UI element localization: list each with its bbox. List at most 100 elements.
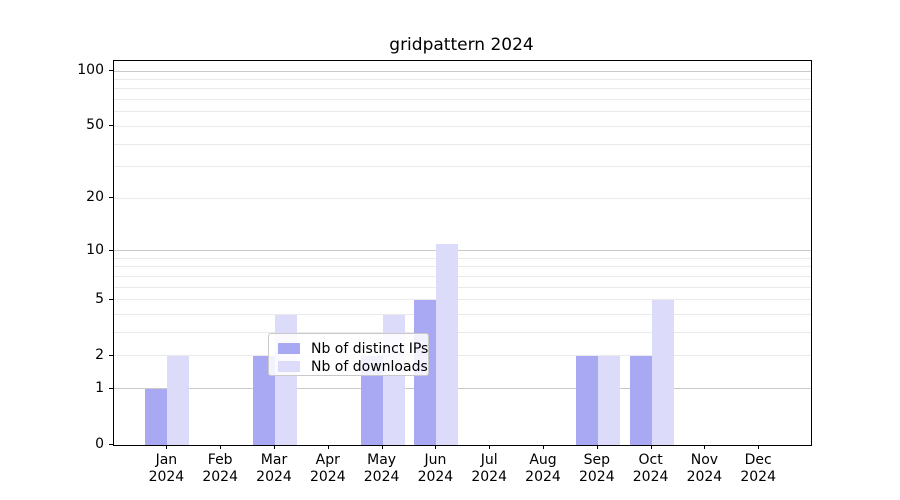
gridline-minor [114, 143, 811, 145]
x-tick-month: Oct [638, 452, 663, 468]
x-axis-tick-label: Oct 2024 [619, 452, 683, 486]
x-tick-year: 2024 [740, 469, 776, 485]
x-tick-mark [596, 445, 598, 449]
y-axis-tick-label: 50 [86, 117, 104, 134]
x-tick-year: 2024 [148, 469, 185, 485]
x-tick-year: 2024 [256, 469, 292, 485]
gridline-minor [114, 286, 811, 288]
x-tick-month: Jun [424, 452, 447, 468]
x-tick-year: 2024 [309, 469, 346, 485]
gridline-minor [114, 332, 811, 334]
gridline-minor [114, 275, 811, 277]
x-tick-month: Apr [315, 452, 340, 468]
x-tick-year: 2024 [417, 469, 454, 485]
gridline-minor [114, 197, 811, 199]
x-tick-year: 2024 [578, 469, 615, 485]
x-tick-month: Sep [583, 452, 610, 468]
x-axis-tick-label: Jun 2024 [403, 452, 467, 486]
y-tick-mark [109, 125, 113, 127]
y-tick-mark [109, 444, 113, 445]
x-tick-month: Feb [207, 452, 233, 468]
bar-distinct-ips [575, 355, 598, 445]
x-tick-month: Nov [690, 452, 719, 468]
x-tick-year: 2024 [363, 469, 400, 485]
x-tick-year: 2024 [686, 469, 723, 485]
x-tick-mark [327, 445, 329, 449]
bar-distinct-ips [629, 355, 652, 445]
legend-swatch [278, 343, 300, 354]
y-axis-tick-label: 2 [95, 346, 104, 363]
legend-row: Nb of distinct IPs [278, 341, 428, 357]
x-axis-tick-label: Apr 2024 [296, 452, 360, 486]
gridline-minor [114, 355, 811, 357]
y-tick-mark [109, 387, 113, 389]
x-tick-mark [166, 445, 168, 449]
x-axis-tick-label: Sep 2024 [565, 452, 629, 486]
gridline-minor [114, 99, 811, 101]
bar-distinct-ips [145, 388, 168, 445]
x-tick-month: Jul [480, 452, 498, 468]
gridline-major [114, 70, 811, 72]
legend-row: Nb of downloads [278, 359, 428, 375]
x-tick-month: May [367, 452, 397, 468]
x-tick-mark [758, 445, 760, 449]
x-tick-year: 2024 [202, 469, 238, 485]
y-tick-mark [109, 354, 113, 356]
legend-label: Nb of downloads [311, 358, 428, 375]
x-axis-tick-label: Dec 2024 [726, 452, 790, 486]
x-tick-month: Mar [260, 452, 288, 468]
y-tick-mark [109, 249, 113, 251]
y-axis-tick-label: 20 [86, 189, 104, 206]
chart-title: gridpattern 2024 [389, 35, 534, 55]
x-axis-tick-label: Jan 2024 [134, 452, 198, 486]
gridline-minor [114, 266, 811, 268]
gridline-minor [114, 299, 811, 301]
bar-downloads [436, 243, 459, 445]
gridline-minor [114, 88, 811, 90]
gridline-minor [114, 257, 811, 259]
legend: Nb of distinct IPs Nb of downloads [268, 333, 429, 376]
bar-downloads [651, 299, 674, 445]
y-axis-tick-label: 5 [95, 290, 104, 307]
x-tick-mark [489, 445, 491, 449]
x-axis-tick-label: Mar 2024 [242, 452, 306, 486]
gridline-major [114, 388, 811, 390]
x-tick-mark [274, 445, 275, 449]
y-axis-tick-label: 100 [77, 62, 104, 78]
x-tick-year: 2024 [525, 469, 561, 485]
bar-downloads [167, 355, 190, 445]
x-tick-year: 2024 [632, 469, 669, 485]
gridline-major [114, 250, 811, 252]
x-tick-mark [435, 445, 437, 449]
y-tick-mark [109, 197, 113, 199]
x-axis-tick-label: May 2024 [350, 452, 414, 486]
x-tick-mark [704, 445, 706, 449]
x-tick-mark [381, 445, 383, 449]
x-axis-tick-label: Feb 2024 [188, 452, 252, 486]
x-tick-mark [220, 445, 222, 449]
plot-area [113, 60, 812, 446]
x-tick-mark [650, 445, 652, 449]
gridline-minor [114, 78, 811, 80]
y-axis-tick-label: 0 [95, 436, 104, 452]
x-tick-month: Dec [744, 452, 772, 468]
x-tick-mark [543, 445, 544, 449]
y-axis-tick-label: 10 [86, 241, 104, 258]
gridline-minor [114, 125, 811, 127]
bar-downloads [597, 355, 620, 445]
gridline-minor [114, 314, 811, 316]
x-tick-month: Aug [529, 452, 557, 468]
gridline-minor [114, 166, 811, 168]
x-tick-month: Jan [155, 452, 178, 468]
legend-label: Nb of distinct IPs [311, 340, 429, 357]
x-axis-tick-label: Nov 2024 [672, 452, 736, 486]
gridline-minor [114, 111, 811, 113]
x-tick-year: 2024 [471, 469, 507, 485]
x-axis-tick-label: Aug 2024 [511, 452, 575, 486]
y-axis-tick-label: 1 [95, 379, 104, 396]
y-tick-mark [109, 70, 113, 71]
legend-swatch [278, 361, 300, 372]
bar-distinct-ips [253, 355, 275, 445]
y-tick-mark [109, 298, 113, 300]
